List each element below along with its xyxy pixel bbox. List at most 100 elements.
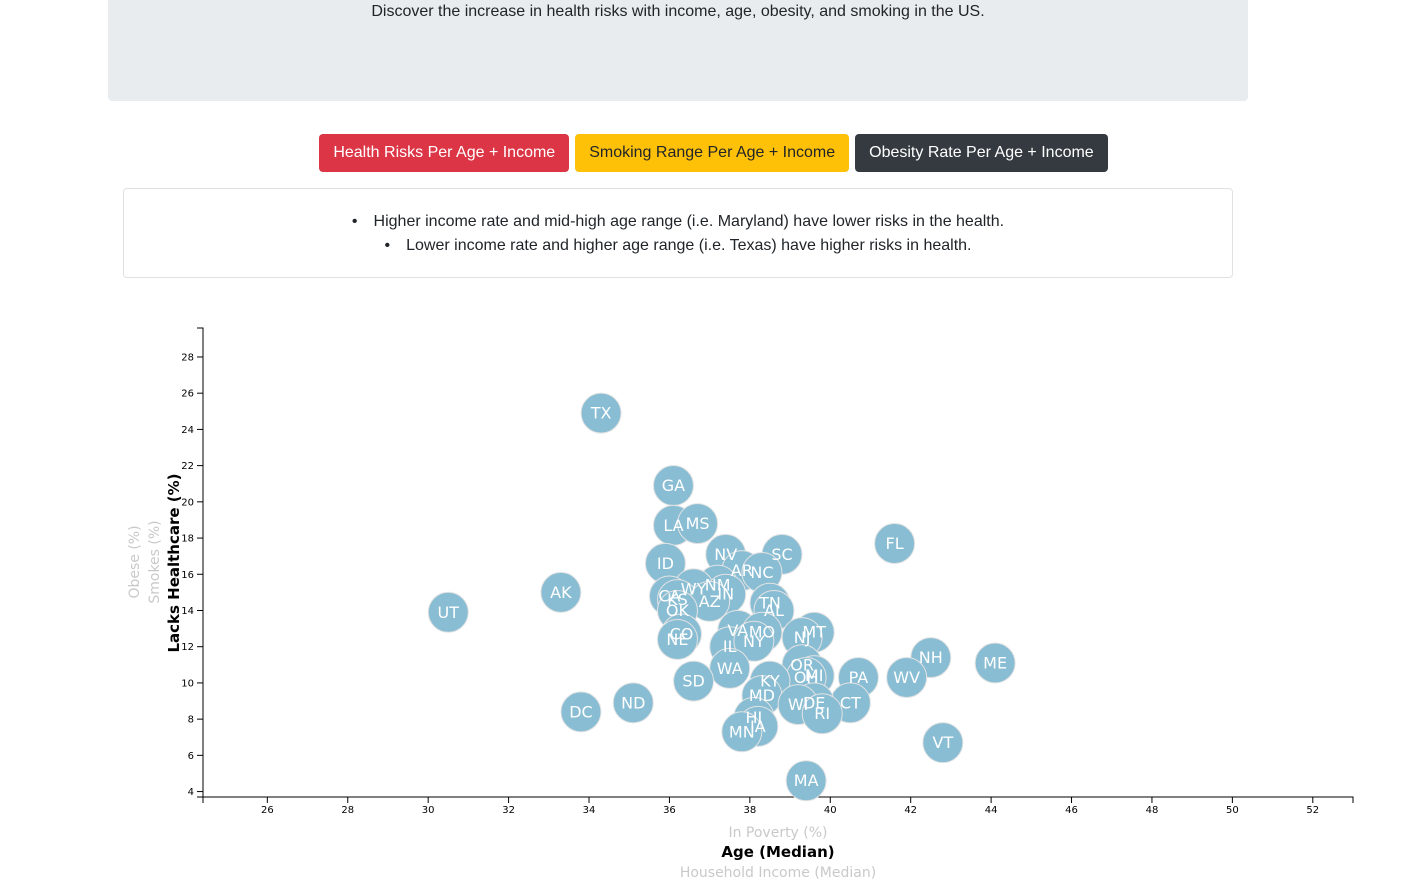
state-label-az: AZ <box>699 592 721 611</box>
chart-mode-buttons: Health Risks Per Age + Income Smoking Ra… <box>0 134 1425 172</box>
x-tick: 28 <box>341 797 354 816</box>
y-tick: 12 <box>181 642 203 653</box>
y-tick-label: 20 <box>181 497 194 508</box>
state-label-tx: TX <box>590 404 612 423</box>
x-tick-label: 32 <box>502 805 515 816</box>
y-tick: 10 <box>181 678 203 689</box>
x-axis: 26 28 30 32 34 36 38 40 42 44 46 48 50 52 <box>202 796 1354 816</box>
y-tick: 18 <box>181 534 203 545</box>
x-axis-labels: In Poverty (%) Age (Median) Household In… <box>680 825 876 881</box>
state-label-sc: SC <box>771 545 792 564</box>
y-tick: 24 <box>181 425 203 436</box>
x-tick-label: 42 <box>904 805 917 816</box>
state-label-nj: NJ <box>794 628 811 647</box>
y-tick: 14 <box>181 606 203 617</box>
health-risks-button[interactable]: Health Risks Per Age + Income <box>319 134 570 172</box>
state-label-ri: RI <box>814 704 830 723</box>
state-label-co: CO <box>670 625 694 644</box>
y-label-obese[interactable]: Obese (%) <box>127 525 143 598</box>
state-circle-ut[interactable] <box>427 591 469 633</box>
x-tick-label: 30 <box>422 805 435 816</box>
x-label-income[interactable]: Household Income (Median) <box>680 865 876 881</box>
state-circles <box>427 392 1016 802</box>
x-tick: 34 <box>583 797 595 816</box>
state-label-in: IN <box>717 585 734 604</box>
state-circle-nd[interactable] <box>612 682 654 724</box>
y-tick: 6 <box>188 751 203 762</box>
y-tick-label: 24 <box>181 425 194 436</box>
state-circle-ak[interactable] <box>540 571 582 613</box>
state-label-oh: OH <box>794 668 819 687</box>
state-label-la: LA <box>663 516 683 535</box>
state-label-sd: SD <box>682 672 704 691</box>
state-circle-mn[interactable] <box>721 711 763 753</box>
x-tick-label: 26 <box>261 805 274 816</box>
state-label-mo: MO <box>749 623 775 642</box>
y-label-smokes[interactable]: Smokes (%) <box>147 520 163 603</box>
state-label-tn: TN <box>758 594 781 613</box>
state-label-al: AL <box>764 601 784 620</box>
note-item-1: Higher income rate and mid-high age rang… <box>124 210 1232 234</box>
state-label-de: DE <box>803 693 825 712</box>
notes-card: Higher income rate and mid-high age rang… <box>123 188 1233 278</box>
state-label-va: VA <box>727 621 748 640</box>
state-label-wa: WA <box>717 659 743 678</box>
state-circle-dc[interactable] <box>560 691 602 733</box>
x-tick: 48 <box>1146 797 1158 816</box>
y-tick: 20 <box>181 497 203 508</box>
header-banner: Discover the increase in health risks wi… <box>108 0 1248 101</box>
y-tick: 22 <box>181 461 203 472</box>
x-tick: 40 <box>824 797 837 816</box>
x-label-poverty[interactable]: In Poverty (%) <box>728 825 827 841</box>
y-tick-label: 12 <box>181 642 194 653</box>
state-circle-wa[interactable] <box>709 647 751 689</box>
x-label-age[interactable]: Age (Median) <box>721 843 834 861</box>
state-label-vt: VT <box>933 733 954 752</box>
state-circle-tx[interactable] <box>580 392 622 434</box>
obesity-rate-button[interactable]: Obesity Rate Per Age + Income <box>855 134 1108 172</box>
y-tick: 26 <box>181 389 203 400</box>
y-label-healthcare[interactable]: Lacks Healthcare (%) <box>165 473 183 652</box>
state-label-id: ID <box>657 554 674 573</box>
state-circle-me[interactable] <box>974 642 1016 684</box>
state-label-ut: UT <box>438 603 460 622</box>
state-label-mn: MN <box>729 722 755 741</box>
state-circle-fl[interactable] <box>874 522 916 564</box>
note-item-2: Lower income rate and higher age range (… <box>124 234 1232 258</box>
x-tick: 30 <box>422 797 435 816</box>
page-subtitle: Discover the increase in health risks wi… <box>371 3 985 20</box>
state-circle-sd[interactable] <box>673 660 715 702</box>
state-circle-ms[interactable] <box>677 503 719 545</box>
state-label-ny: NY <box>743 632 765 651</box>
y-tick-label: 4 <box>188 787 194 798</box>
y-tick: 4 <box>188 787 203 798</box>
x-tick: 26 <box>261 797 274 816</box>
state-label-ms: MS <box>686 514 710 533</box>
state-label-ne: NE <box>666 630 688 649</box>
y-tick-label: 6 <box>188 751 194 762</box>
state-circle-ny[interactable] <box>733 620 775 662</box>
state-circle-wv[interactable] <box>886 656 928 698</box>
state-label-dc: DC <box>569 702 593 721</box>
x-tick: 50 <box>1226 797 1239 816</box>
state-circle-ma[interactable] <box>785 760 827 802</box>
x-tick-label: 50 <box>1226 805 1239 816</box>
x-tick-label: 36 <box>663 805 676 816</box>
x-tick: 42 <box>904 797 917 816</box>
state-circle-ne[interactable] <box>656 618 698 660</box>
state-label-nd: ND <box>621 693 645 712</box>
state-label-ky: KY <box>760 672 780 691</box>
state-label-il: IL <box>723 637 737 656</box>
y-axis: 4 6 8 10 12 14 16 18 20 22 24 26 28 <box>181 327 204 798</box>
state-label-wv: WV <box>893 668 920 687</box>
y-tick-label: 26 <box>181 389 194 400</box>
smoking-range-button[interactable]: Smoking Range Per Age + Income <box>575 134 850 172</box>
state-label-nc: NC <box>750 563 773 582</box>
y-tick-label: 28 <box>181 352 194 363</box>
x-tick: 36 <box>663 797 676 816</box>
state-circle-ri[interactable] <box>801 693 843 735</box>
x-tick-label: 52 <box>1306 805 1319 816</box>
state-circle-vt[interactable] <box>922 722 964 764</box>
